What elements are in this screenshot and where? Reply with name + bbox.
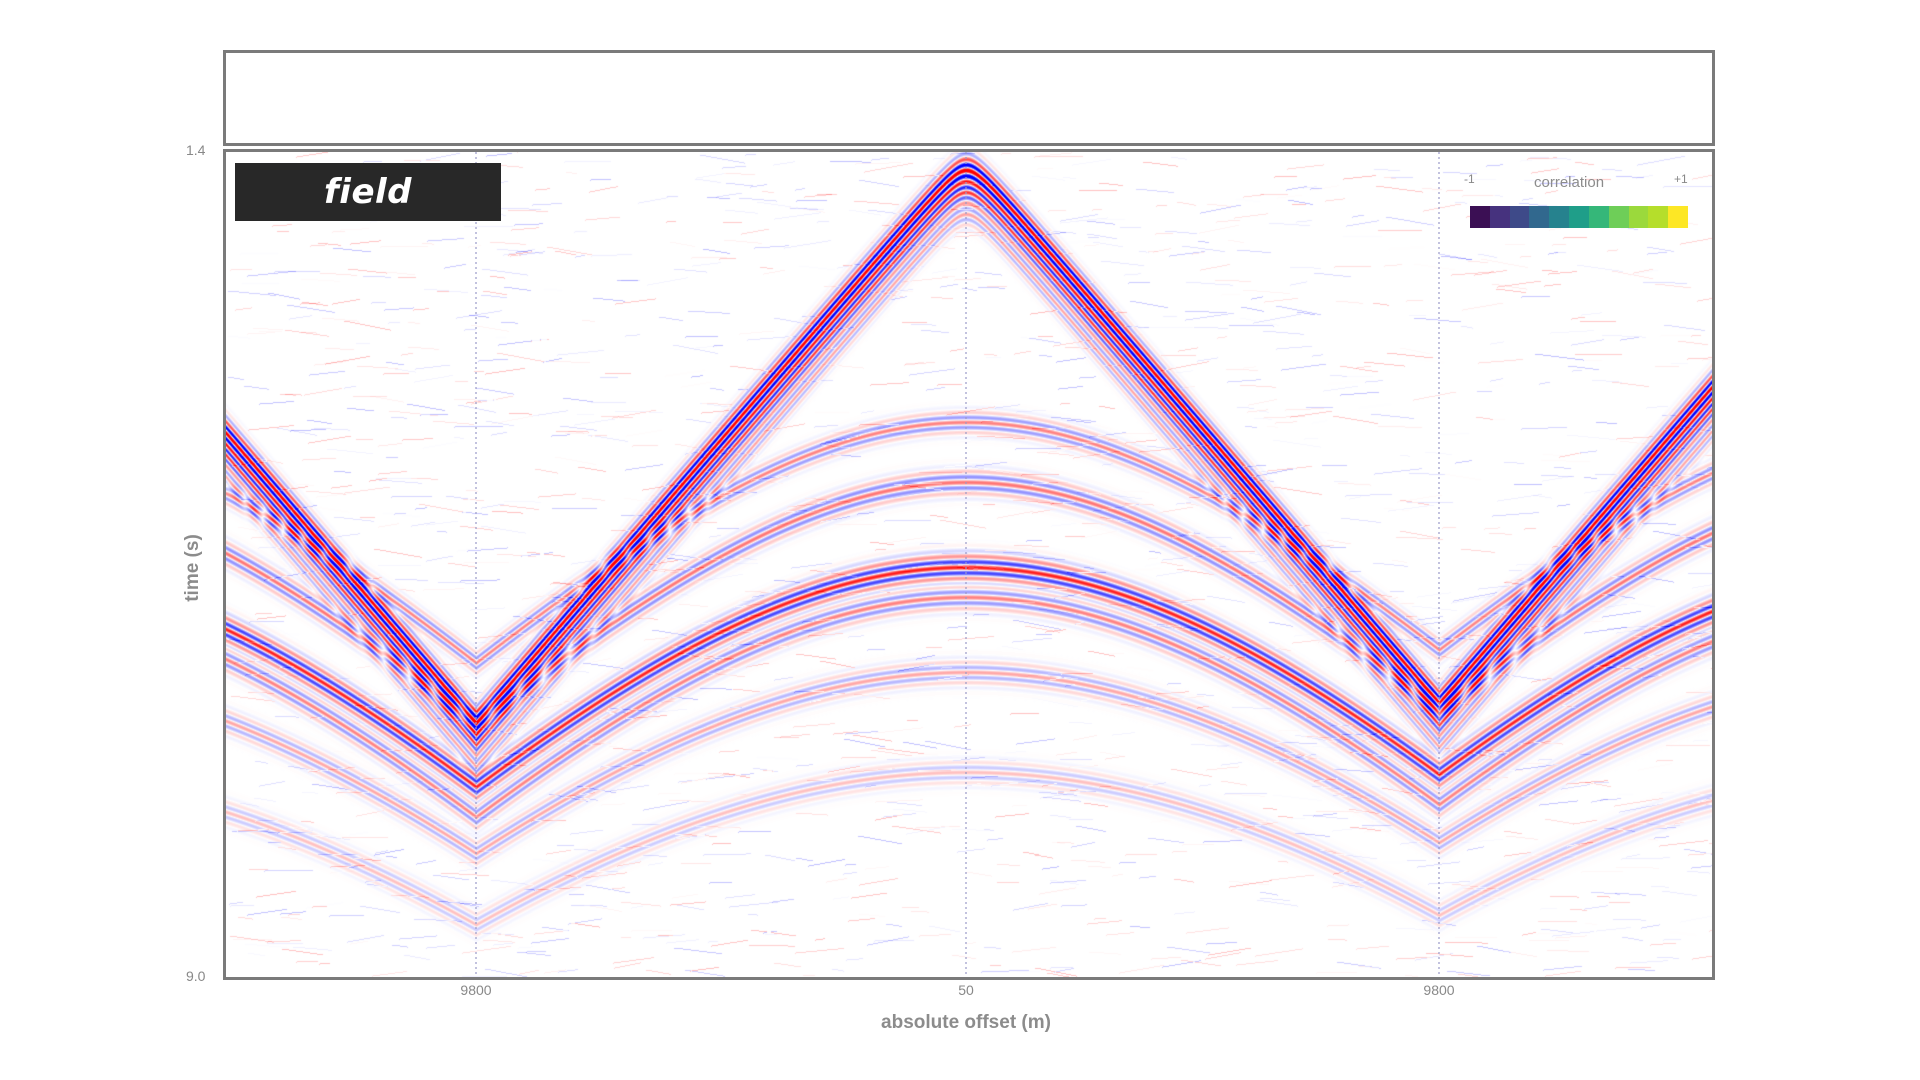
colorbar-swatch [1608, 206, 1629, 228]
colorbar-min-label: -1 [1464, 172, 1475, 186]
colorbar: -1 correlation +1 [1464, 168, 1694, 232]
colorbar-swatch [1569, 206, 1589, 228]
colorbar-swatch [1529, 206, 1550, 228]
colorbar-max-label: +1 [1674, 172, 1688, 186]
colorbar-swatch [1648, 206, 1669, 228]
colorbar-title: correlation [1534, 174, 1605, 191]
colorbar-swatch [1628, 206, 1649, 228]
x-tick-left: 9800 [460, 982, 492, 998]
x-tick-right: 9800 [1423, 982, 1455, 998]
seismic-gather-image [226, 152, 1712, 977]
top-panel [223, 50, 1715, 146]
y-tick-bottom: 9.0 [186, 968, 206, 984]
x-tick-center: 50 [958, 982, 974, 998]
colorbar-swatch [1549, 206, 1570, 228]
plot-area: field [223, 149, 1715, 980]
grid-lines [475, 152, 1440, 977]
colorbar-swatch [1668, 206, 1688, 228]
colorbar-swatch [1509, 206, 1530, 228]
y-tick-top: 1.4 [186, 142, 206, 158]
y-axis-label: time (s) [182, 534, 203, 602]
colorbar-swatch [1470, 206, 1490, 228]
x-axis-label: absolute offset (m) [881, 1012, 1051, 1033]
colorbar-swatch [1489, 206, 1510, 228]
panel-label-field: field [235, 163, 501, 221]
colorbar-swatches [1470, 206, 1688, 228]
colorbar-swatch [1588, 206, 1609, 228]
